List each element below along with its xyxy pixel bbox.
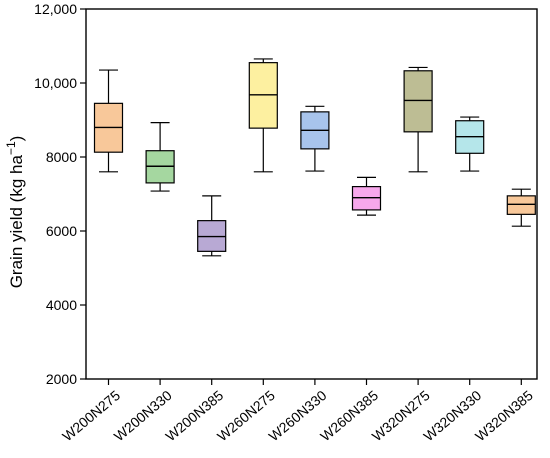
x-axis-ticks: W200N275W200N330W200N385W260N275W260N330… bbox=[59, 379, 536, 444]
box-w200n330 bbox=[145, 121, 175, 192]
box-w260n275 bbox=[248, 58, 278, 173]
box-w260n385 bbox=[351, 176, 382, 216]
y-tick-label: 8000 bbox=[46, 149, 77, 165]
y-axis-ticks: 2000 4000 6000 8000 10,000 12,000 bbox=[34, 1, 86, 387]
box-w320n330 bbox=[455, 116, 485, 172]
y-tick-label: 2000 bbox=[46, 371, 77, 387]
y-axis-title-close: ) bbox=[7, 136, 26, 142]
y-axis-title-main: Grain yield (kg ha bbox=[7, 155, 26, 289]
y-axis-title: Grain yield (kg ha−1) bbox=[4, 136, 26, 289]
box-w320n385 bbox=[506, 188, 536, 227]
box-w260n330 bbox=[300, 105, 330, 172]
plot-border bbox=[85, 8, 538, 380]
y-axis-title-superscript: −1 bbox=[4, 141, 18, 155]
box-iqr bbox=[403, 70, 433, 133]
y-tick-label: 6000 bbox=[46, 223, 77, 239]
y-tick-label: 12,000 bbox=[34, 1, 77, 17]
y-tick-label: 10,000 bbox=[34, 75, 77, 91]
y-tick-label: 4000 bbox=[46, 297, 77, 313]
box-series bbox=[93, 58, 536, 257]
box-w200n385 bbox=[197, 195, 227, 257]
box-w320n275 bbox=[403, 66, 433, 173]
box-iqr bbox=[506, 195, 536, 215]
box-w200n275 bbox=[93, 69, 124, 173]
x-tick-label: W320N385 bbox=[472, 387, 536, 444]
plot-frame bbox=[85, 8, 538, 380]
